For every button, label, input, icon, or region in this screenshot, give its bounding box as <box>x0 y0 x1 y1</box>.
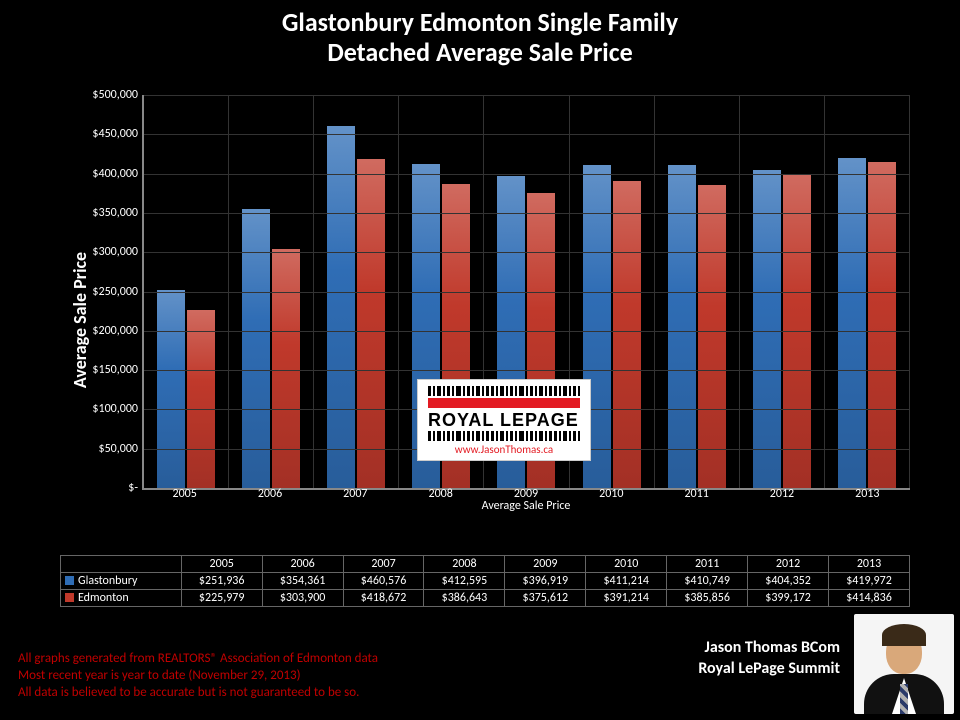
chart-title: Glastonbury Edmonton Single Family Detac… <box>0 0 960 68</box>
attribution-name: Jason Thomas BCom <box>698 638 840 659</box>
gridline <box>144 292 910 293</box>
bar-edmonton <box>868 162 896 488</box>
bar-edmonton <box>698 185 726 488</box>
y-tick-label: $300,000 <box>92 245 144 259</box>
footer-line-1: All graphs generated from REALTORS® Asso… <box>18 651 378 668</box>
table-year-header: 2007 <box>343 556 424 573</box>
table-year-header: 2005 <box>181 556 262 573</box>
gridline <box>144 252 910 253</box>
bar-glastonbury <box>838 158 866 488</box>
y-tick-label: $400,000 <box>92 167 144 181</box>
attribution-company: Royal LePage Summit <box>698 659 840 680</box>
table-cell: $414,836 <box>829 590 910 607</box>
table-corner <box>61 556 182 573</box>
gridline <box>144 370 910 371</box>
table-cell: $418,672 <box>343 590 424 607</box>
table-cell: $410,749 <box>667 573 748 590</box>
legend-swatch <box>65 593 74 602</box>
series-legend-cell: Glastonbury <box>61 573 182 590</box>
bar-glastonbury <box>157 290 185 488</box>
logo-barcode <box>428 386 580 396</box>
bar-edmonton <box>187 310 215 488</box>
x-axis-label: Average Sale Price <box>142 499 910 513</box>
bar-edmonton <box>272 249 300 488</box>
table-cell: $303,900 <box>262 590 343 607</box>
table-cell: $411,214 <box>586 573 667 590</box>
y-tick-label: $150,000 <box>92 363 144 377</box>
table-cell: $386,643 <box>424 590 505 607</box>
bar-edmonton <box>613 181 641 488</box>
table-year-header: 2008 <box>424 556 505 573</box>
y-tick-label: $450,000 <box>92 127 144 141</box>
table-row: Edmonton$225,979$303,900$418,672$386,643… <box>61 590 910 607</box>
table-cell: $412,595 <box>424 573 505 590</box>
footer-disclaimer: All graphs generated from REALTORS® Asso… <box>18 651 378 702</box>
table-cell: $419,972 <box>829 573 910 590</box>
logo-red-bar <box>428 398 580 408</box>
y-tick-label: $250,000 <box>92 285 144 299</box>
table-cell: $460,576 <box>343 573 424 590</box>
table-year-header: 2011 <box>667 556 748 573</box>
y-tick-label: $50,000 <box>99 442 145 456</box>
table-cell: $396,919 <box>505 573 586 590</box>
bar-glastonbury <box>753 170 781 488</box>
table-cell: $391,214 <box>586 590 667 607</box>
data-table: 200520062007200820092010201120122013Glas… <box>60 555 910 607</box>
table-year-header: 2006 <box>262 556 343 573</box>
table-cell: $404,352 <box>748 573 829 590</box>
logo-barcode-bottom <box>428 431 580 441</box>
table-header-row: 200520062007200820092010201120122013 <box>61 556 910 573</box>
table-row: Glastonbury$251,936$354,361$460,576$412,… <box>61 573 910 590</box>
footer-line-3: All data is believed to be accurate but … <box>18 685 378 702</box>
y-tick-label: $100,000 <box>92 402 144 416</box>
table-cell: $354,361 <box>262 573 343 590</box>
table-cell: $251,936 <box>181 573 262 590</box>
gridline <box>144 95 910 96</box>
table-cell: $385,856 <box>667 590 748 607</box>
bar-glastonbury <box>327 126 355 488</box>
table-year-header: 2010 <box>586 556 667 573</box>
table-cell: $375,612 <box>505 590 586 607</box>
gridline <box>144 213 910 214</box>
legend-swatch <box>65 576 74 585</box>
attribution: Jason Thomas BCom Royal LePage Summit <box>698 638 840 680</box>
y-tick-label: $200,000 <box>92 324 144 338</box>
author-photo <box>854 614 954 714</box>
gridline <box>144 331 910 332</box>
y-axis-label: Average Sale Price <box>69 252 91 388</box>
y-tick-label: $350,000 <box>92 206 144 220</box>
logo-wordmark: ROYAL LEPAGE <box>428 410 580 431</box>
y-tick-label: $500,000 <box>92 88 144 102</box>
bar-edmonton <box>357 159 385 488</box>
title-line-1: Glastonbury Edmonton Single Family <box>0 8 960 38</box>
gridline <box>144 174 910 175</box>
title-line-2: Detached Average Sale Price <box>0 38 960 68</box>
gridline <box>144 134 910 135</box>
chart-area: Average Sale Price $-$50,000$100,000$150… <box>60 95 910 545</box>
footer-line-2: Most recent year is year to date (Novemb… <box>18 668 378 685</box>
table-year-header: 2013 <box>829 556 910 573</box>
table-cell: $225,979 <box>181 590 262 607</box>
series-legend-cell: Edmonton <box>61 590 182 607</box>
table-year-header: 2012 <box>748 556 829 573</box>
logo-url: www.JasonThomas.ca <box>428 443 580 456</box>
table-cell: $399,172 <box>748 590 829 607</box>
royal-lepage-logo: ROYAL LEPAGE www.JasonThomas.ca <box>418 380 590 460</box>
table-year-header: 2009 <box>505 556 586 573</box>
